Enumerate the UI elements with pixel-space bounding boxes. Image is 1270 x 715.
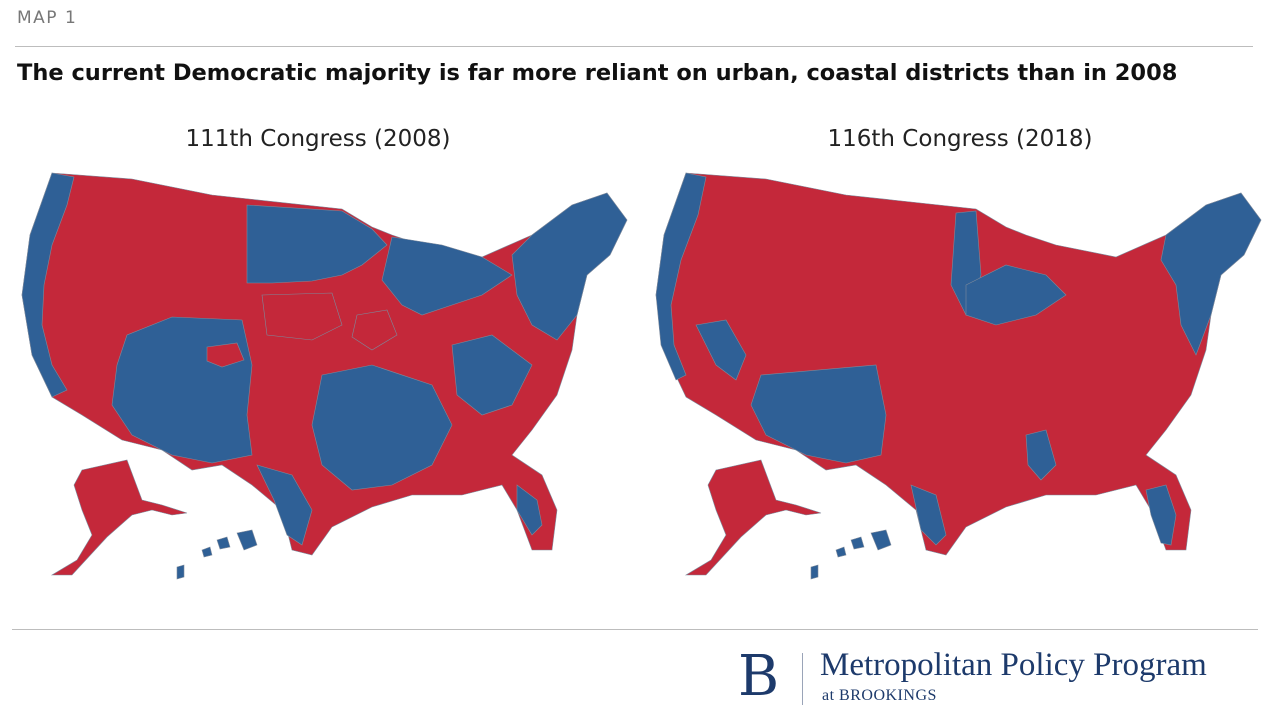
brookings-logo: B Metropolitan Policy Program at BROOKIN… — [738, 645, 1263, 713]
alaska-2018 — [684, 459, 822, 576]
conus-2008 — [21, 172, 628, 556]
dem-pacific-coast-2018 — [655, 172, 707, 381]
dem-southwest-2018 — [750, 364, 887, 464]
dem-great-lakes-2018 — [965, 264, 1067, 326]
hawaii-2018 — [810, 529, 892, 580]
map-kicker: MAP 1 — [17, 8, 78, 28]
top-divider — [15, 46, 1253, 47]
map-2018 — [655, 172, 1262, 580]
dem-appalachia-2008 — [451, 334, 533, 416]
hawaii-2008 — [176, 529, 258, 580]
rep-pocket-plains-2008 — [261, 292, 343, 341]
bottom-divider — [12, 629, 1258, 630]
dem-south-central-2008 — [311, 364, 453, 491]
dem-texas-border-2008 — [256, 464, 313, 546]
dem-florida-2018 — [1145, 484, 1177, 546]
dem-pacific-coast-2008 — [21, 172, 75, 398]
map-2008 — [21, 172, 628, 580]
dem-northeast-2008 — [511, 192, 628, 341]
alaska-shape-2008 — [50, 459, 188, 576]
map-title-2008: 111th Congress (2008) — [185, 126, 451, 152]
hawaii-island-b-2018 — [850, 536, 865, 550]
dem-delta-2018 — [1025, 429, 1057, 481]
figure-title: The current Democratic majority is far m… — [17, 60, 1178, 86]
dem-northeast-2018 — [1160, 192, 1262, 356]
logo-org-sub: at BROOKINGS — [822, 687, 937, 704]
logo-divider — [802, 653, 803, 705]
hawaii-island-d-2018 — [810, 564, 819, 580]
hawaii-island-a-2008 — [236, 529, 258, 551]
hawaii-island-c-2018 — [835, 546, 847, 558]
map-title-2018: 116th Congress (2018) — [827, 126, 1093, 152]
hawaii-island-b-2008 — [216, 536, 231, 550]
logo-letter: B — [738, 644, 780, 709]
alaska-2008 — [50, 459, 188, 576]
rep-pocket-colorado-2008 — [206, 342, 245, 368]
rep-pocket-ozarks-2008 — [351, 309, 398, 351]
hawaii-island-c-2008 — [201, 546, 213, 558]
alaska-shape-2018 — [684, 459, 822, 576]
conus-2018 — [655, 172, 1262, 556]
hawaii-island-a-2018 — [870, 529, 892, 551]
dem-great-lakes-2008 — [381, 236, 513, 316]
dem-nevada-2018 — [695, 319, 747, 381]
dem-northern-plains-2008 — [246, 204, 388, 284]
dem-texas-border-2018 — [910, 484, 947, 546]
hawaii-island-d-2008 — [176, 564, 185, 580]
logo-org-name: Metropolitan Policy Program — [820, 647, 1207, 683]
dem-florida-2008 — [516, 484, 543, 536]
